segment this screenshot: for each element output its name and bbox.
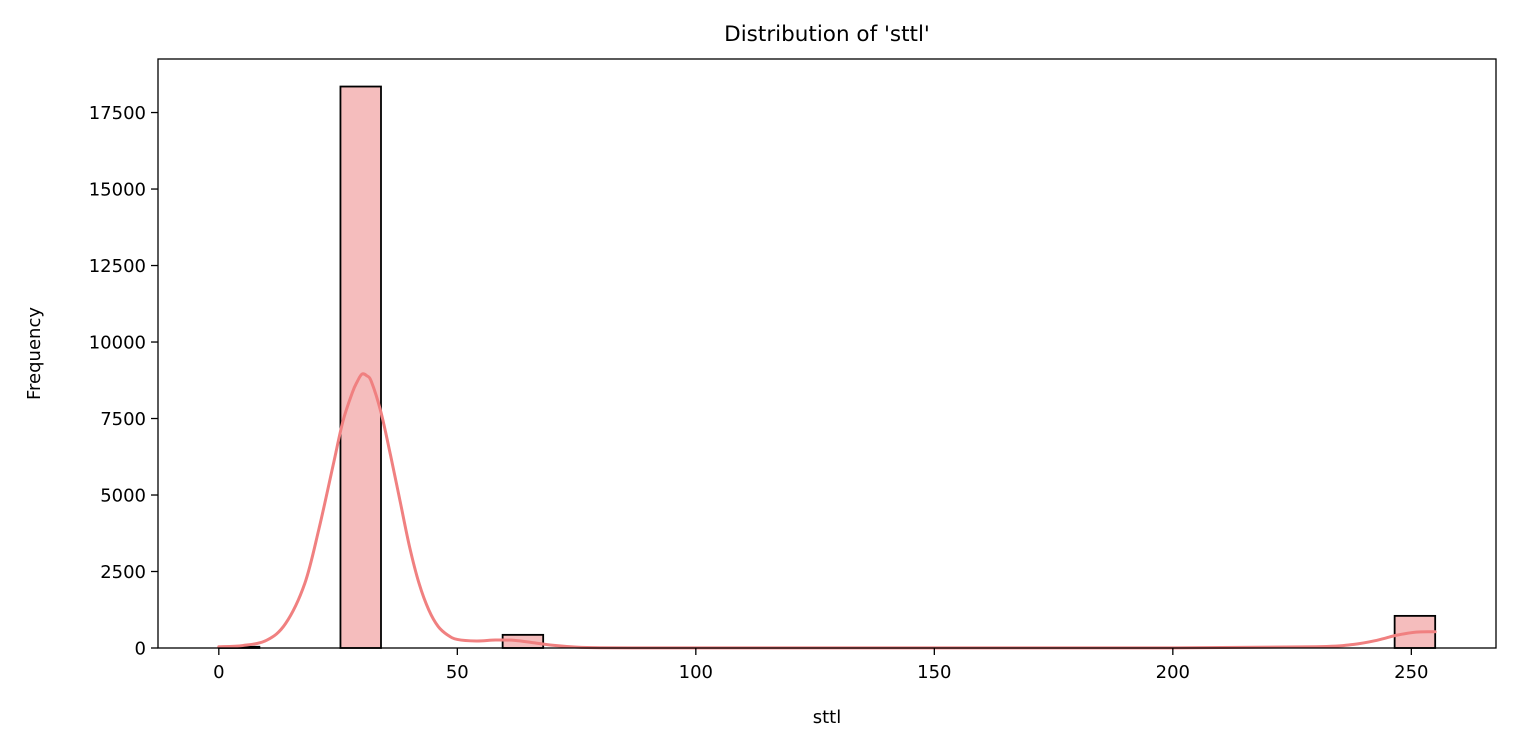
y-tick-label: 5000 [100,486,146,507]
x-tick-label: 150 [917,662,951,683]
y-axis-ticks: 0 2500 5000 7500 10000 12500 15000 17500 [89,103,158,660]
plot-frame [157,58,1497,649]
y-tick-label: 12500 [89,256,146,277]
x-tick-label: 200 [1156,662,1190,683]
y-tick-label: 7500 [100,409,146,430]
y-tick-label: 0 [135,639,146,660]
kde-line [217,372,1437,650]
chart-title: Distribution of 'sttl' [724,22,930,47]
x-tick-label: 250 [1394,662,1428,683]
x-tick-label: 50 [446,662,469,683]
y-tick-label: 2500 [100,562,146,583]
x-tick-label: 100 [679,662,713,683]
histogram-bar [339,85,382,649]
kde-curve-layer [217,372,1437,650]
y-tick-label: 15000 [89,180,146,201]
y-axis-label: Frequency [24,307,45,400]
y-tick-label: 10000 [89,333,146,354]
x-axis-ticks: 0 50 100 150 200 250 [213,648,1429,683]
histogram-bars [217,85,1437,649]
x-axis-label: sttl [813,707,842,728]
x-tick-label: 0 [213,662,224,683]
y-tick-label: 17500 [89,103,146,124]
